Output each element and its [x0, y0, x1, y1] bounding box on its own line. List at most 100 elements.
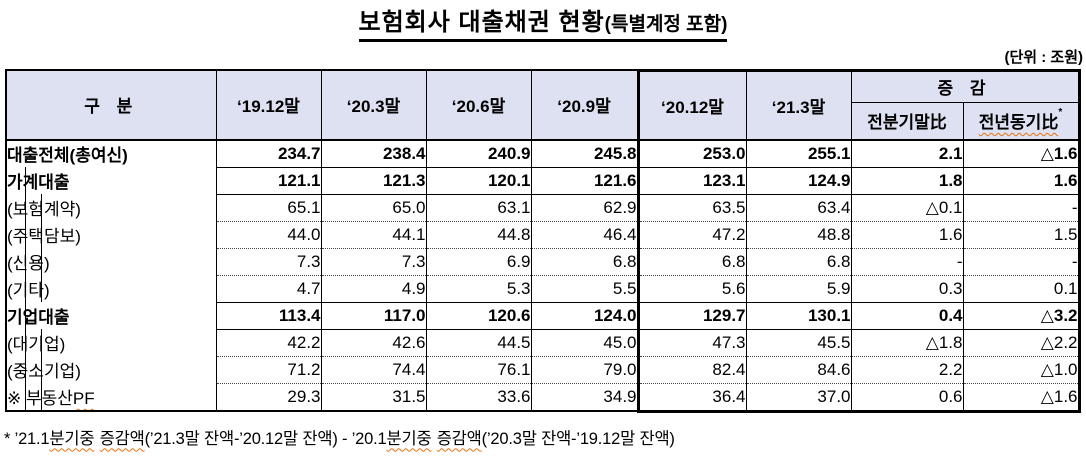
value-cell: 79.0 [530, 355, 638, 384]
value-cell: 44.5 [425, 328, 531, 357]
page-title-main: 보험회사 대출채권 현황 [358, 9, 605, 36]
period-header-19-12: ‘19.12말 [215, 69, 322, 141]
row-label: (주택담보) [6, 221, 216, 249]
value-cell: 123.1 [636, 166, 746, 195]
value-cell: 74.4 [320, 355, 426, 384]
row-label: (기타) [6, 275, 216, 303]
value-cell: △3.2 [962, 301, 1081, 330]
value-cell: 84.6 [745, 355, 851, 384]
yoy-footnote-marker: * [1058, 107, 1063, 119]
value-cell: 234.7 [215, 139, 321, 168]
value-cell: 6.9 [425, 247, 531, 276]
value-cell: 0.1 [962, 274, 1081, 303]
value-cell: - [962, 193, 1081, 222]
value-cell: 1.5 [962, 220, 1081, 249]
value-cell: 44.0 [215, 220, 321, 249]
value-cell: 33.6 [425, 382, 531, 412]
value-cell: 76.1 [425, 355, 531, 384]
row-label: 가계대출 [6, 167, 216, 195]
value-cell: 6.8 [530, 247, 638, 276]
value-cell: 31.5 [320, 382, 426, 412]
value-cell: 1.8 [850, 166, 963, 195]
value-cell: 253.0 [636, 139, 746, 168]
period-header-20-9: ‘20.9말 [530, 69, 639, 141]
value-cell: 37.0 [745, 382, 851, 413]
value-cell: 113.4 [215, 301, 321, 330]
value-cell: 47.2 [636, 220, 746, 249]
row-label: (대기업) [6, 329, 216, 357]
change-sub-header-qoq: 전분기말比 [850, 101, 964, 141]
unit-label: (단위 : 조원) [1004, 48, 1083, 66]
period-header-21-3: ‘21.3말 [745, 68, 852, 141]
table-row-large-corp: (대기업) 42.2 42.6 44.5 45.0 47.3 45.5 △1.8… [6, 328, 1081, 357]
value-cell: 240.9 [425, 139, 531, 168]
period-header-20-6: ‘20.6말 [425, 69, 532, 141]
value-cell: 44.1 [320, 220, 426, 249]
pf-wavy-label: PF [72, 389, 95, 409]
value-cell: 45.0 [530, 328, 638, 357]
value-cell: 121.1 [215, 166, 321, 195]
value-cell: 245.8 [530, 139, 638, 168]
footnote: * ’21.1분기중 증감액(’21.3말 잔액-’20.12말 잔액) - ’2… [4, 429, 675, 448]
value-cell: △0.1 [850, 193, 963, 222]
value-cell: 36.4 [636, 382, 746, 413]
value-cell: 63.4 [745, 193, 851, 222]
corner-header-gubun: 구 분 [5, 69, 217, 141]
value-cell: 71.2 [215, 355, 321, 384]
value-cell: 5.3 [425, 274, 531, 303]
table-row-credit: (신용) 7.3 7.3 6.9 6.8 6.8 6.8 - - [6, 247, 1081, 276]
value-cell: △1.0 [962, 355, 1081, 384]
row-label: (보험계약) [6, 194, 216, 222]
value-cell: 1.6 [962, 166, 1081, 195]
value-cell: 82.4 [636, 355, 746, 384]
value-cell: 0.6 [850, 382, 963, 413]
value-cell: 34.9 [530, 382, 638, 412]
value-cell: 1.6 [850, 220, 963, 249]
loans-table-wrap: 구 분 ‘19.12말 ‘20.3말 ‘20.6말 ‘20.9말 ‘20.12말… [5, 68, 1086, 413]
table-row-insurance-contract: (보험계약) 65.1 65.0 63.1 62.9 63.5 63.4 △0.… [6, 193, 1081, 222]
value-cell: △1.6 [962, 139, 1081, 168]
value-cell: 65.0 [320, 193, 426, 222]
value-cell: 2.2 [850, 355, 963, 384]
period-header-20-3: ‘20.3말 [320, 69, 427, 141]
value-cell: 45.5 [745, 328, 851, 357]
value-cell: 4.9 [320, 274, 426, 303]
value-cell: 42.6 [320, 328, 426, 357]
value-cell: 62.9 [530, 193, 638, 222]
value-cell: 48.8 [745, 220, 851, 249]
row-label: 기업대출 [6, 302, 216, 330]
value-cell: △2.2 [962, 328, 1081, 357]
value-cell: 121.3 [320, 166, 426, 195]
table-row-sme: (중소기업) 71.2 74.4 76.1 79.0 82.4 84.6 2.2… [6, 355, 1081, 384]
change-group-header: 증 감 [850, 68, 1081, 103]
title-row: 보험회사 대출채권 현황(특별계정 포함) [0, 0, 1086, 42]
value-cell: - [850, 247, 963, 276]
change-sub-header-yoy-label: 전년동기比 [978, 113, 1059, 133]
row-label: (중소기업) [6, 356, 216, 384]
value-cell: 130.1 [745, 301, 851, 330]
value-cell: 63.5 [636, 193, 746, 222]
loans-table: 구 분 ‘19.12말 ‘20.3말 ‘20.6말 ‘20.9말 ‘20.12말… [5, 68, 1081, 413]
page-title: 보험회사 대출채권 현황(특별계정 포함) [358, 9, 728, 42]
table-row-household: 가계대출 121.1 121.3 120.1 121.6 123.1 124.9… [6, 166, 1081, 195]
value-cell: 7.3 [320, 247, 426, 276]
value-cell: 42.2 [215, 328, 321, 357]
row-label: ※ 부동산PF [6, 383, 216, 412]
value-cell: 46.4 [530, 220, 638, 249]
value-cell: 121.6 [530, 166, 638, 195]
table-row-total: 대출전체(총여신) 234.7 238.4 240.9 245.8 253.0 … [6, 139, 1081, 168]
value-cell: 4.7 [215, 274, 321, 303]
value-cell: 63.1 [425, 193, 531, 222]
value-cell: 47.3 [636, 328, 746, 357]
period-header-20-12: ‘20.12말 [636, 68, 747, 141]
value-cell: 124.0 [530, 301, 638, 330]
value-cell: 238.4 [320, 139, 426, 168]
table-row-etc: (기타) 4.7 4.9 5.3 5.5 5.6 5.9 0.3 0.1 [6, 274, 1081, 303]
value-cell: 65.1 [215, 193, 321, 222]
value-cell: - [962, 247, 1081, 276]
header-row-1: 구 분 ‘19.12말 ‘20.3말 ‘20.6말 ‘20.9말 ‘20.12말… [5, 68, 1081, 141]
value-cell: 2.1 [850, 139, 963, 168]
header-row-2: 전분기말比 전년동기比* [6, 101, 1081, 141]
value-cell: 129.7 [636, 301, 746, 330]
value-cell: 6.8 [636, 247, 746, 276]
